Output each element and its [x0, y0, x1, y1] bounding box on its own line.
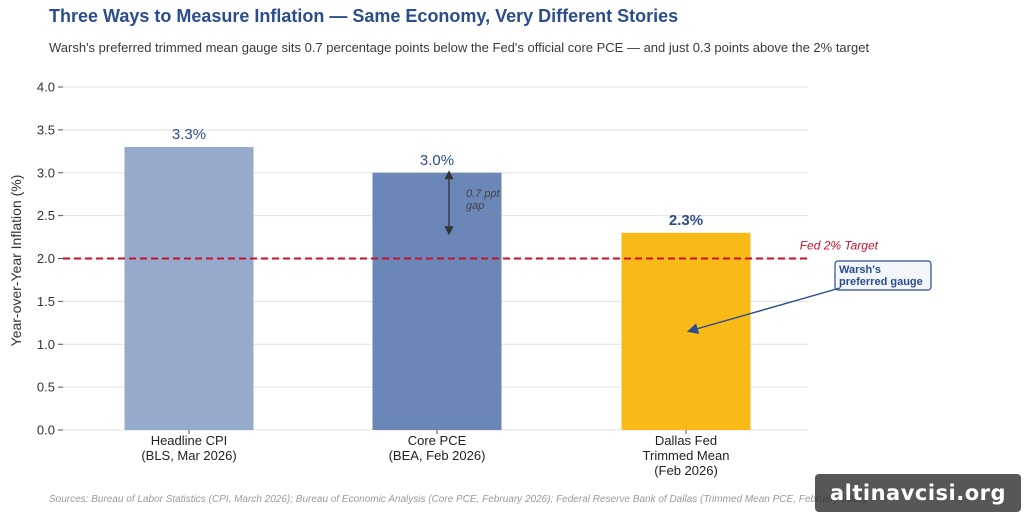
y-axis-label: Year-over-Year Inflation (%) [8, 175, 24, 347]
y-tick-label: 0.0 [37, 423, 55, 438]
gap-label: 0.7 ppt gap [466, 188, 501, 212]
callout-box [834, 260, 932, 291]
y-tick-label: 3.0 [37, 165, 55, 180]
callout-label: Warsh's preferred gauge [839, 264, 923, 288]
callout-arrow [686, 287, 841, 335]
x-tick-label: Core PCE (BEA, Feb 2026) [389, 433, 486, 463]
y-tick-label: 1.0 [37, 337, 55, 352]
y-tick-label: 2.0 [37, 251, 55, 266]
bar-value-label: 2.3% [669, 212, 703, 229]
y-tick-label: 3.5 [37, 122, 55, 137]
target-line-label: Fed 2% Target [800, 239, 879, 253]
y-tick-label: 1.5 [37, 294, 55, 309]
watermark: altinavcisi.org [815, 474, 1021, 512]
bar [124, 147, 254, 430]
x-tick-label: Dallas Fed Trimmed Mean (Feb 2026) [643, 433, 730, 478]
y-tick-label: 4.0 [37, 80, 55, 95]
chart-title: Three Ways to Measure Inflation — Same E… [49, 6, 679, 26]
bar [372, 172, 502, 430]
bar-value-label: 3.3% [172, 126, 206, 143]
bar-value-label: 3.0% [420, 152, 454, 169]
y-tick-label: 2.5 [37, 208, 55, 223]
x-tick-label: Headline CPI (BLS, Mar 2026) [141, 433, 236, 463]
y-tick-label: 0.5 [37, 380, 55, 395]
bar [621, 232, 751, 430]
source-note: Sources: Bureau of Labor Statistics (CPI… [49, 494, 868, 505]
chart-subtitle: Warsh's preferred trimmed mean gauge sit… [49, 40, 870, 55]
